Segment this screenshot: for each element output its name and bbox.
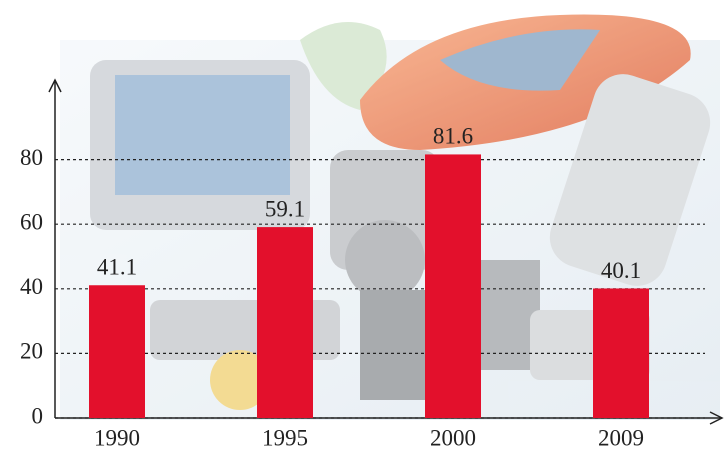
bar [89, 285, 145, 418]
y-tick-label: 80 [20, 145, 43, 170]
x-tick-label: 2009 [598, 425, 644, 450]
bar [257, 227, 313, 418]
y-tick-label: 20 [20, 339, 43, 364]
y-tick-label: 60 [20, 209, 43, 234]
value-label: 81.6 [433, 124, 473, 149]
y-axis-arrow [48, 78, 62, 93]
value-label: 59.1 [265, 196, 305, 221]
y-tick-label: 40 [20, 274, 43, 299]
x-tick-label: 2000 [430, 425, 476, 450]
x-tick-label: 1990 [94, 425, 140, 450]
x-axis-arrow [709, 411, 724, 425]
x-tick-label: 1995 [262, 425, 308, 450]
background-illustration [60, 14, 720, 420]
bar [593, 288, 649, 418]
value-label: 41.1 [97, 255, 137, 280]
bar [425, 154, 481, 418]
y-tick-label: 0 [32, 403, 44, 428]
value-label: 40.1 [601, 258, 641, 283]
